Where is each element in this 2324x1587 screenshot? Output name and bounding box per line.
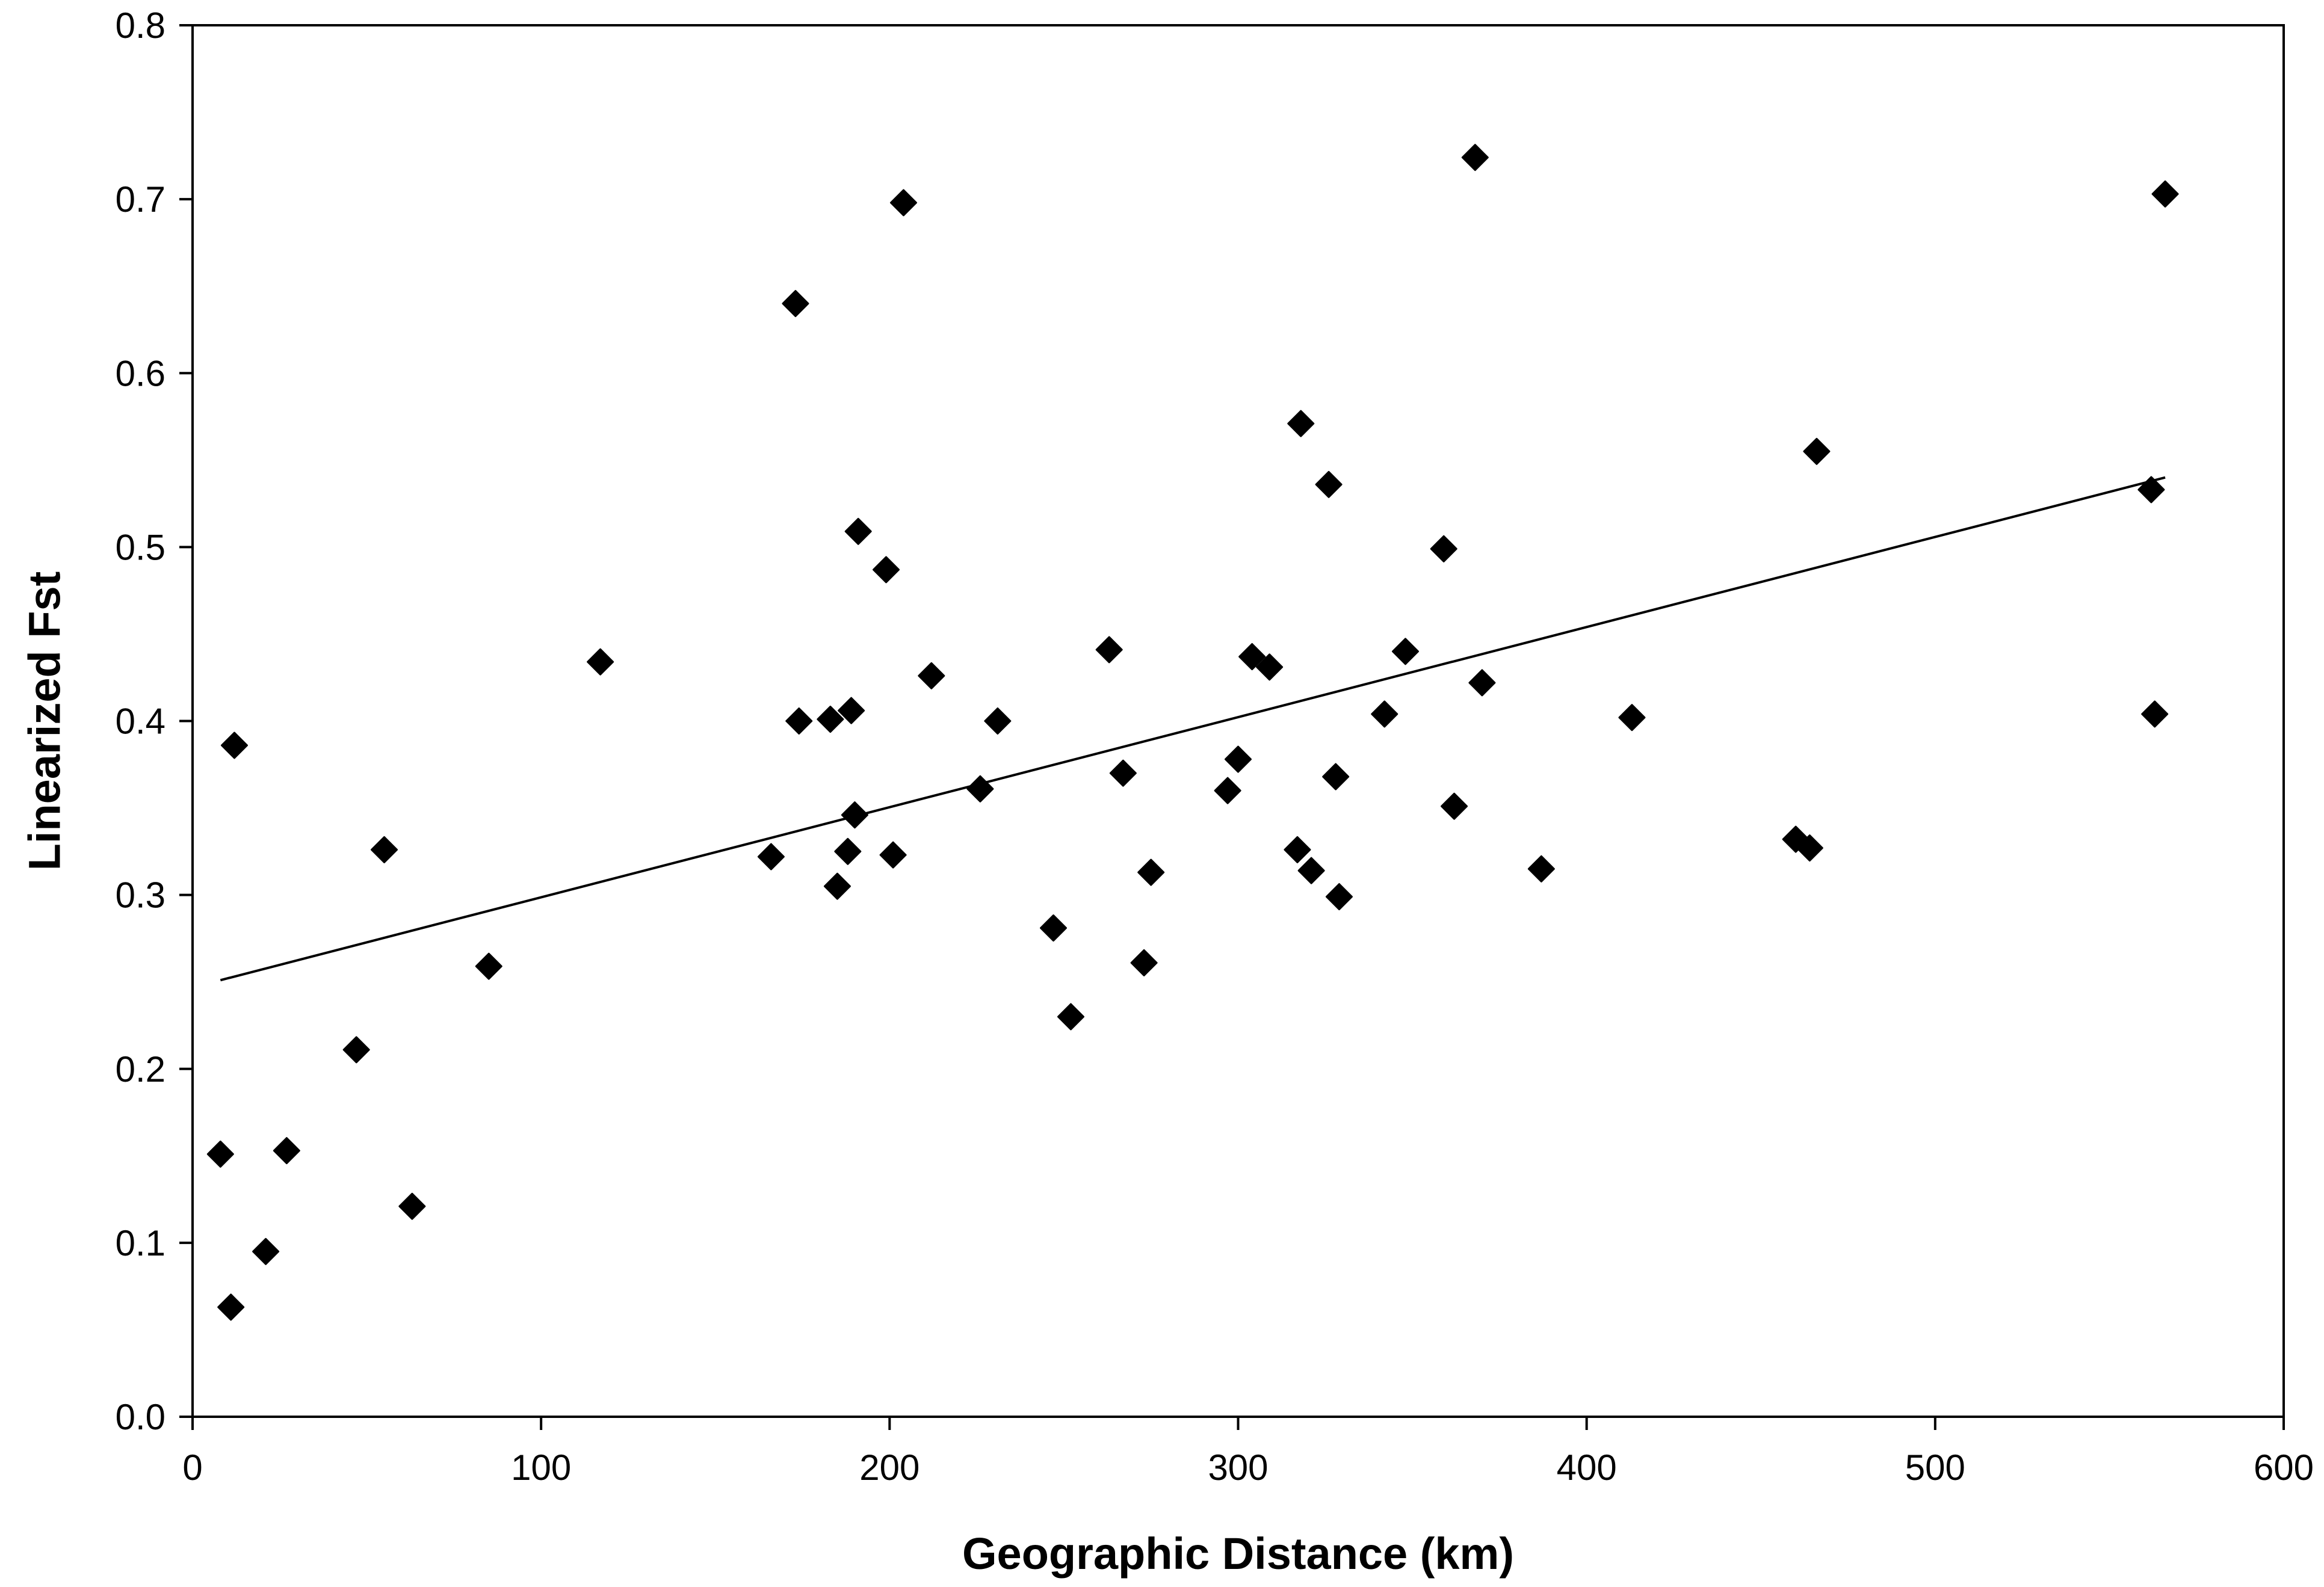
data-points: [206, 144, 2179, 1321]
data-point: [1225, 745, 1252, 773]
data-point: [475, 952, 502, 980]
data-point: [398, 1192, 426, 1220]
data-point: [1256, 653, 1284, 681]
data-point: [1095, 636, 1123, 664]
data-point: [1040, 914, 1068, 942]
data-point: [1130, 949, 1158, 976]
data-point: [1430, 535, 1457, 562]
data-point: [1468, 669, 1496, 697]
y-tick-label: 0.8: [116, 5, 165, 46]
data-point: [823, 872, 851, 900]
data-point: [1527, 855, 1555, 883]
data-point: [206, 1140, 234, 1168]
x-tick-label: 300: [1208, 1447, 1268, 1488]
data-point: [1803, 437, 1831, 465]
data-point: [1057, 1003, 1084, 1031]
data-point: [782, 290, 809, 318]
data-point: [966, 775, 994, 803]
data-point: [252, 1237, 280, 1265]
data-point: [1618, 704, 1646, 732]
y-axis-ticks: 0.0 0.1 0.2 0.3 0.4 0.5 0.6 0.7 0.8: [116, 5, 193, 1437]
y-tick-label: 0.3: [116, 875, 165, 916]
data-point: [1109, 759, 1137, 787]
data-point: [1392, 638, 1419, 665]
y-tick-label: 0.6: [116, 353, 165, 393]
data-point: [757, 843, 785, 871]
x-tick-label: 500: [1905, 1447, 1965, 1488]
y-tick-label: 0.7: [116, 179, 165, 220]
y-tick-label: 0.1: [116, 1223, 165, 1263]
data-point: [890, 189, 917, 217]
data-point: [342, 1036, 370, 1064]
y-tick-label: 0.2: [116, 1049, 165, 1089]
data-point: [1297, 857, 1325, 884]
data-point: [817, 706, 844, 733]
y-tick-label: 0.0: [116, 1397, 165, 1437]
data-point: [838, 697, 865, 724]
data-point: [1238, 643, 1266, 671]
data-point: [844, 517, 872, 545]
x-axis-ticks: 0 100 200 300 400 500 600: [182, 1417, 2314, 1488]
data-point: [2151, 180, 2179, 208]
data-point: [1371, 700, 1398, 728]
data-point: [984, 707, 1012, 735]
x-axis-title: Geographic Distance (km): [962, 1529, 1514, 1579]
x-tick-label: 0: [182, 1447, 202, 1488]
data-point: [217, 1293, 245, 1321]
data-point: [1441, 792, 1468, 820]
y-tick-label: 0.5: [116, 527, 165, 567]
data-point: [1284, 836, 1311, 863]
data-point: [918, 662, 945, 689]
data-point: [371, 836, 398, 863]
data-point: [873, 556, 900, 584]
x-tick-label: 600: [2254, 1447, 2314, 1488]
data-point: [1214, 777, 1241, 804]
data-point: [587, 648, 614, 676]
data-point: [841, 801, 868, 829]
data-point: [1137, 858, 1165, 886]
trendline: [220, 476, 2166, 982]
data-point: [1287, 410, 1315, 437]
data-point: [834, 837, 862, 865]
data-point: [2141, 700, 2169, 728]
x-tick-label: 200: [859, 1447, 919, 1488]
y-tick-label: 0.4: [116, 701, 165, 742]
data-point: [1796, 834, 1823, 862]
data-point: [221, 732, 248, 759]
data-point: [879, 841, 907, 869]
data-point: [2137, 476, 2165, 504]
data-point: [273, 1137, 300, 1165]
x-tick-label: 400: [1557, 1447, 1617, 1488]
data-point: [1325, 883, 1353, 911]
plot-area-frame: [191, 24, 2285, 1418]
y-axis-title: Linearized Fst: [20, 572, 70, 871]
data-point: [1461, 144, 1489, 171]
data-point: [1315, 470, 1343, 498]
data-point: [785, 707, 813, 735]
x-tick-label: 100: [511, 1447, 571, 1488]
data-point: [1322, 763, 1350, 790]
